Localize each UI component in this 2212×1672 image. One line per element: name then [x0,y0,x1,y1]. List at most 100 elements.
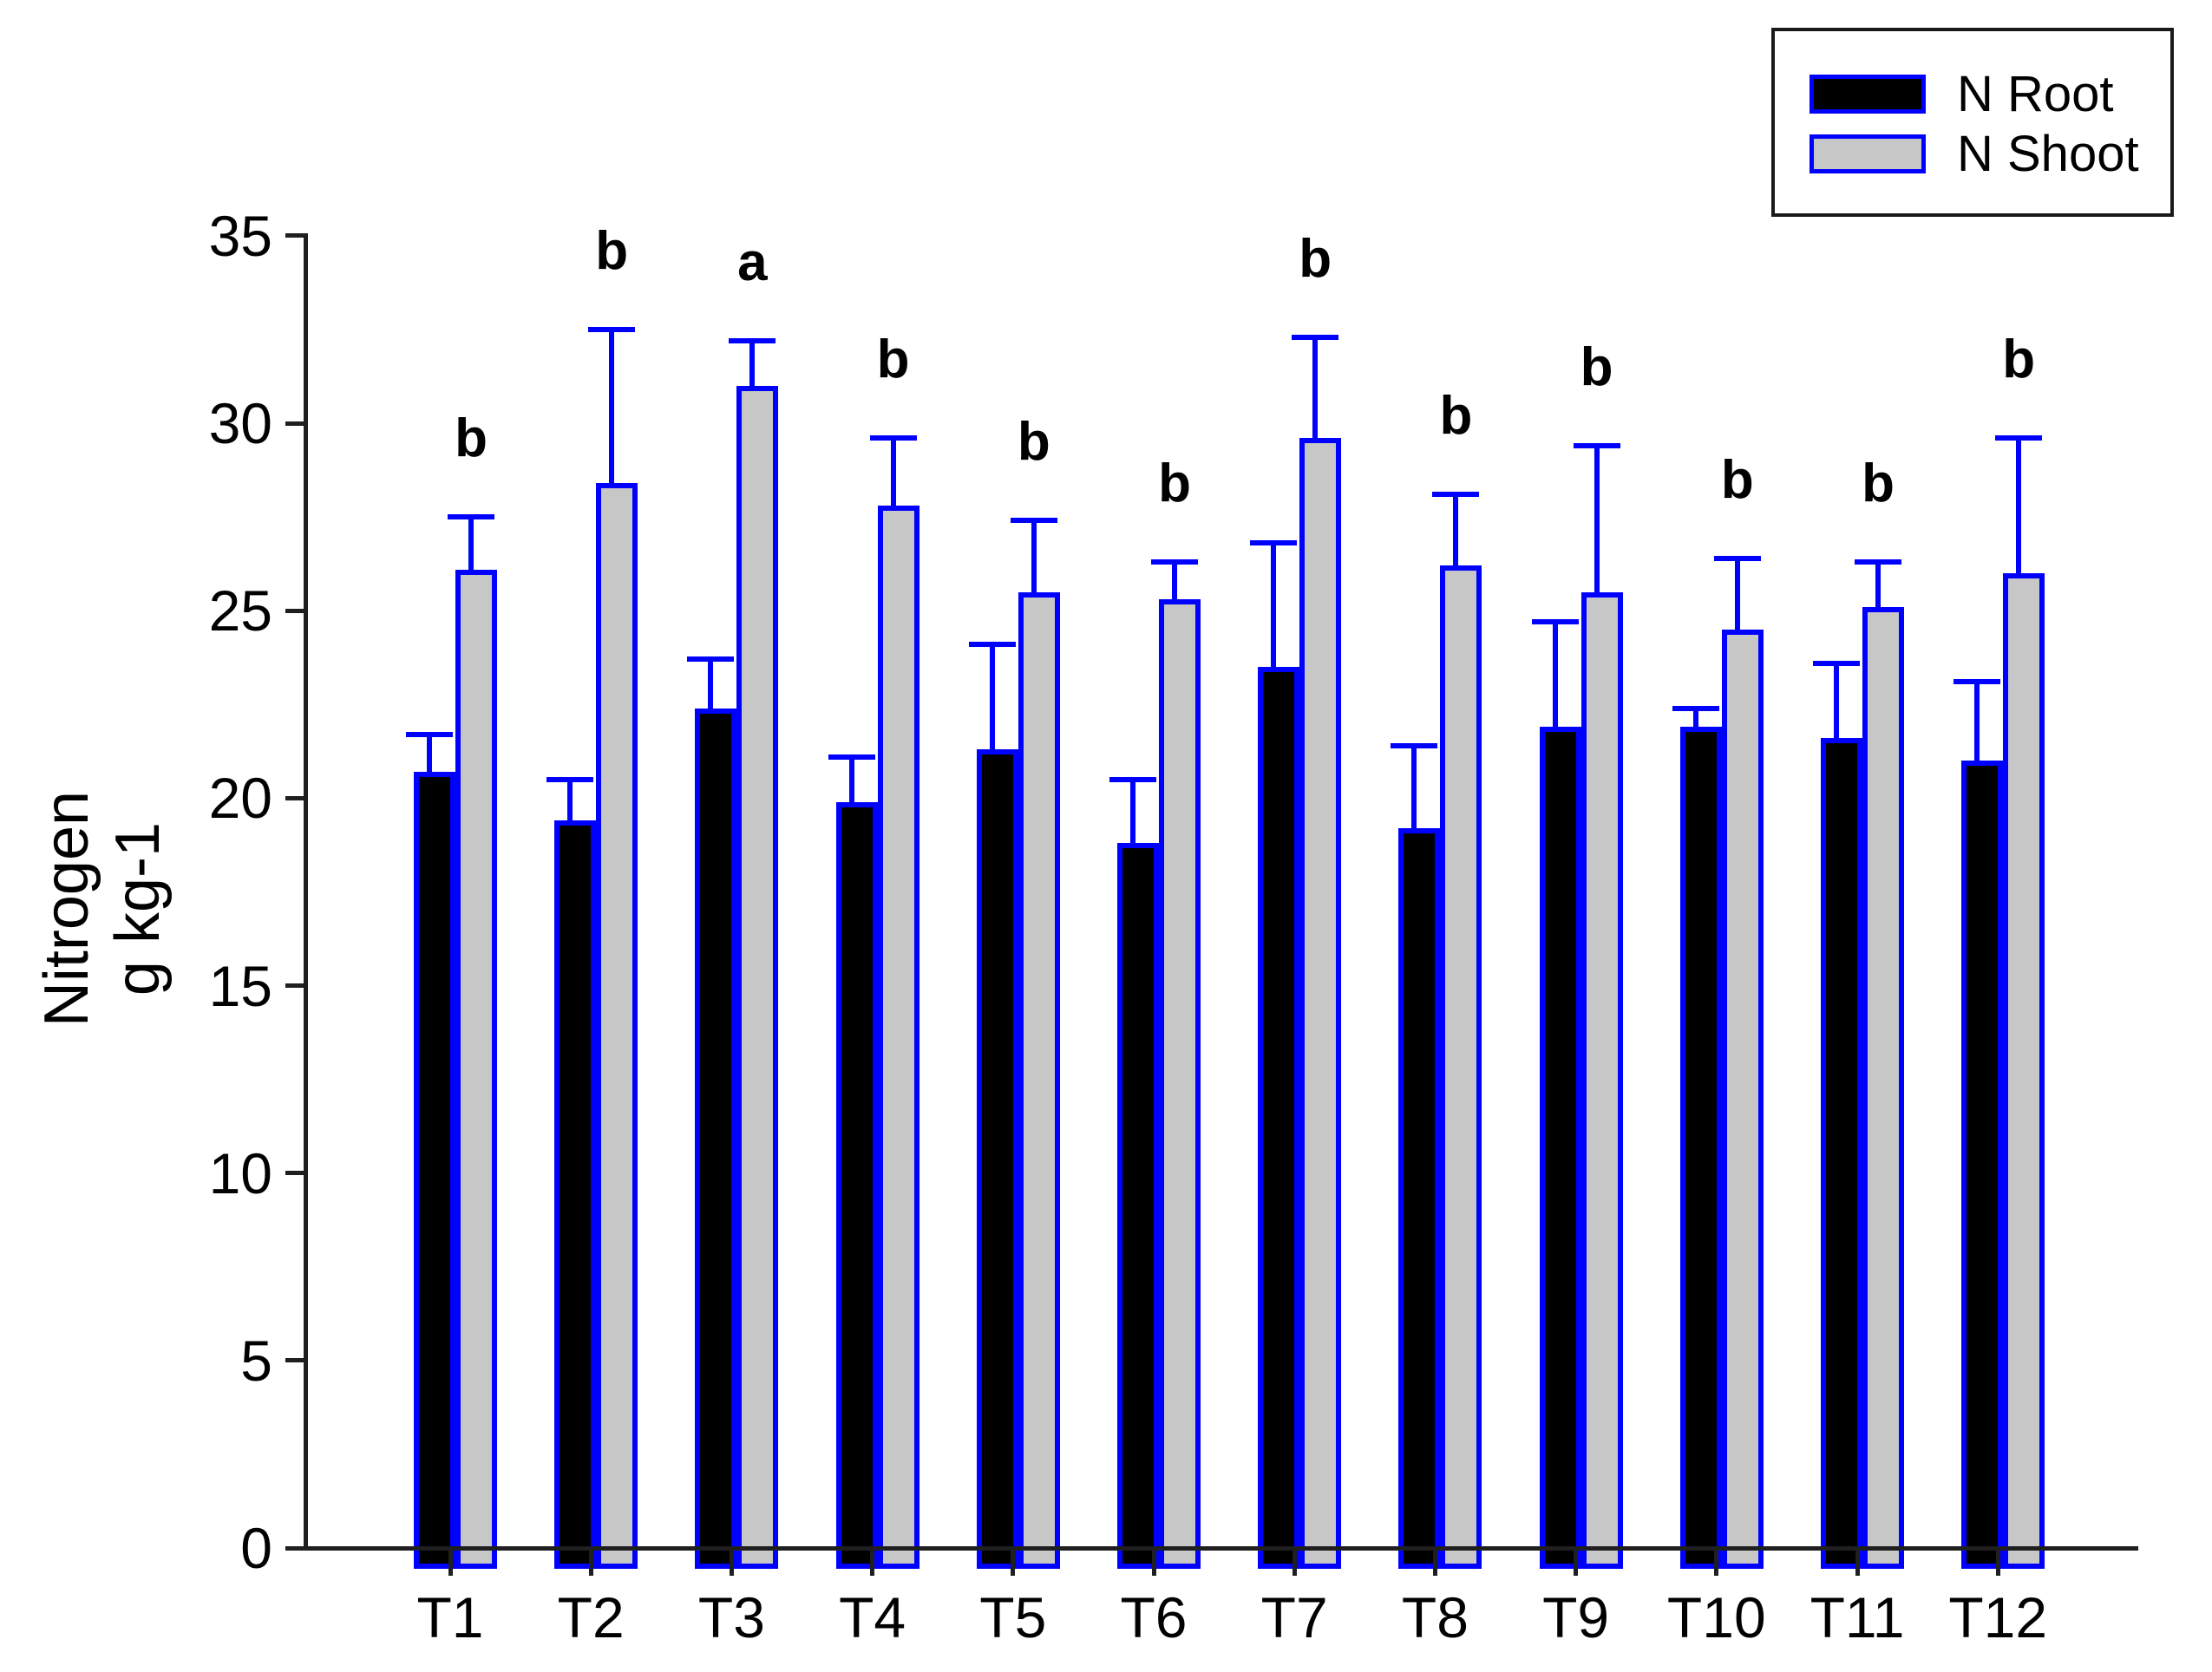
error-bar-cap-shoot-T2 [588,327,636,333]
y-tick-label-20: 20 [208,766,272,831]
x-tick-T6 [1151,1548,1156,1576]
error-bar-cap-root-T4 [828,754,875,760]
x-tick-T8 [1432,1548,1437,1576]
error-bar-line-root-T6 [1130,779,1135,844]
error-bar-cap-root-T1 [406,731,453,737]
error-bar-cap-shoot-T3 [729,337,776,343]
y-tick-5 [285,1358,308,1363]
x-tick-T7 [1292,1548,1297,1576]
error-bar-line-shoot-T10 [1734,558,1740,630]
y-axis-line [304,233,308,1550]
x-tick-T11 [1855,1548,1860,1576]
error-bar-line-root-T4 [848,756,854,802]
error-bar-line-root-T1 [427,734,432,773]
bar-n-root-T2 [554,820,597,1569]
bar-n-shoot-T4 [877,506,919,1569]
y-tick-label-10: 10 [208,1140,272,1205]
error-bar-cap-root-T12 [1953,679,2001,685]
error-bar-cap-root-T3 [687,656,735,663]
bar-n-root-T7 [1258,667,1300,1569]
error-bar-line-root-T7 [1271,543,1277,668]
error-bar-line-shoot-T12 [2016,438,2022,574]
error-bar-line-root-T11 [1834,663,1839,739]
error-bar-cap-shoot-T1 [448,514,494,520]
y-tick-15 [285,983,308,989]
sig-letter-T3: a [737,232,768,292]
error-bar-line-shoot-T3 [749,340,756,386]
x-tick-T2 [588,1548,593,1576]
error-bar-cap-shoot-T9 [1573,443,1620,449]
bar-n-root-T1 [414,772,455,1569]
error-bar-cap-shoot-T8 [1432,492,1480,498]
bar-n-root-T9 [1539,727,1581,1569]
y-tick-label-25: 25 [208,578,272,643]
error-bar-line-shoot-T1 [468,517,474,570]
y-tick-35 [285,233,308,238]
y-tick-20 [285,795,308,800]
error-bar-line-root-T3 [708,659,714,709]
y-tick-label-35: 35 [208,203,272,268]
x-tick-label-T1: T1 [416,1585,484,1649]
bar-n-root-T10 [1679,727,1722,1569]
bar-n-shoot-T6 [1159,599,1201,1569]
x-tick-T12 [1995,1548,2000,1576]
error-bar-line-root-T9 [1552,622,1558,728]
y-tick-label-30: 30 [208,391,272,456]
error-bar-cap-root-T11 [1813,660,1860,666]
x-tick-label-T3: T3 [697,1585,765,1649]
error-bar-cap-shoot-T10 [1713,555,1761,561]
legend-label-n-shoot: N Shoot [1957,126,2139,182]
error-bar-line-root-T10 [1692,708,1698,728]
sig-letter-T4: b [876,330,910,390]
sig-letter-T11: b [1862,454,1895,514]
y-tick-10 [285,1171,308,1176]
error-bar-cap-shoot-T11 [1855,559,1901,565]
x-tick-T1 [448,1548,453,1576]
error-bar-cap-root-T5 [968,642,1016,648]
bar-n-root-T4 [835,801,878,1569]
x-tick-T4 [870,1548,875,1576]
legend-label-n-root: N Root [1957,66,2114,122]
error-bar-line-shoot-T9 [1594,446,1600,592]
bar-n-root-T3 [695,708,737,1569]
x-tick-label-T12: T12 [1948,1585,2048,1649]
error-bar-cap-shoot-T12 [1995,435,2043,441]
x-tick-label-T8: T8 [1401,1585,1469,1649]
y-tick-25 [285,608,308,613]
error-bar-line-shoot-T11 [1875,562,1881,607]
x-tick-label-T5: T5 [979,1585,1047,1649]
bar-n-root-T11 [1821,738,1862,1569]
error-bar-line-shoot-T6 [1172,562,1177,600]
bar-n-shoot-T5 [1018,591,1060,1569]
x-tick-label-T6: T6 [1120,1585,1188,1649]
bar-n-root-T8 [1398,827,1441,1569]
x-tick-T10 [1714,1548,1719,1576]
error-bar-cap-root-T6 [1109,776,1156,782]
error-bar-line-root-T2 [567,779,573,821]
error-bar-line-root-T12 [1974,682,1980,761]
sig-letter-T2: b [595,221,629,282]
sig-letter-T12: b [2002,330,2036,390]
sig-letter-T9: b [1580,337,1613,398]
x-tick-label-T10: T10 [1666,1585,1766,1649]
bar-n-shoot-T3 [736,385,779,1569]
x-tick-label-T4: T4 [839,1585,906,1649]
legend: N Root N Shoot [1771,28,2174,217]
bar-n-shoot-T7 [1299,438,1342,1569]
x-axis-line [304,1545,2138,1551]
sig-letter-T8: b [1439,386,1473,447]
sig-letter-T7: b [1299,228,1332,289]
x-tick-T3 [729,1548,734,1576]
bar-n-root-T12 [1961,761,2004,1569]
sig-letter-T5: b [1017,412,1050,473]
y-tick-30 [285,421,308,426]
error-bar-cap-root-T2 [546,776,594,782]
error-bar-cap-shoot-T5 [1010,518,1057,524]
bar-n-root-T5 [976,749,1018,1569]
error-bar-cap-shoot-T6 [1151,559,1198,565]
error-bar-line-root-T5 [989,644,995,750]
y-tick-label-15: 15 [208,953,272,1018]
error-bar-line-shoot-T2 [609,330,615,484]
sig-letter-T1: b [455,408,488,469]
